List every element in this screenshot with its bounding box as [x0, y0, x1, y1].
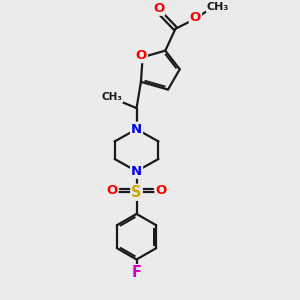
Text: F: F	[131, 265, 142, 280]
Text: O: O	[136, 49, 147, 62]
Text: O: O	[106, 184, 118, 197]
Text: CH₃: CH₃	[101, 92, 122, 102]
Text: O: O	[155, 184, 167, 197]
Text: O: O	[153, 2, 164, 15]
Text: O: O	[190, 11, 201, 24]
Text: N: N	[131, 165, 142, 178]
Text: S: S	[131, 185, 142, 200]
Text: CH₃: CH₃	[207, 2, 229, 12]
Text: N: N	[131, 123, 142, 136]
